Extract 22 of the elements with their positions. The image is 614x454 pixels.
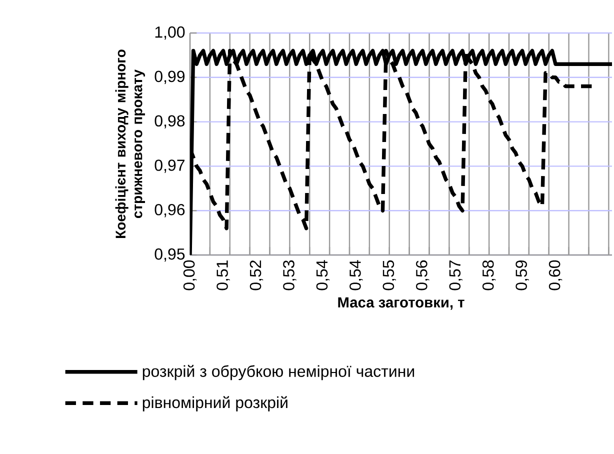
x-tick-label: 0,54 xyxy=(316,260,330,290)
x-tick-label: 0,00 xyxy=(183,260,197,290)
y-tick-label: 0,98 xyxy=(154,115,185,128)
legend-label: розкрій з обрубкою немірної частини xyxy=(142,364,414,380)
y-axis-title: Коефіцієнт виходу мірного стрижневого прокату xyxy=(115,50,145,238)
x-tick-label: 0,52 xyxy=(250,260,264,290)
y-tick-label: 0,99 xyxy=(154,70,185,84)
y-tick-label: 1,00 xyxy=(155,26,185,40)
x-tick-label: 0,57 xyxy=(449,260,462,290)
legend-label: рівномірний розкрій xyxy=(142,396,288,412)
x-tick-label: 0,55 xyxy=(382,260,396,290)
x-tick-label: 0,54 xyxy=(350,260,363,290)
y-tick-label: 0,95 xyxy=(154,248,185,262)
x-tick-label: 0,53 xyxy=(283,260,296,290)
y-tick-label: 0,96 xyxy=(154,204,185,218)
x-tick-label: 0,59 xyxy=(516,260,529,290)
y-tick-label: 0,97 xyxy=(154,160,184,173)
x-axis-title: Маса заготовки, т xyxy=(338,297,464,310)
x-tick-label: 0,56 xyxy=(416,260,430,290)
x-tick-label: 0,51 xyxy=(216,260,230,290)
x-tick-label: 0,58 xyxy=(482,260,496,290)
x-tick-label: 0,60 xyxy=(548,260,562,290)
